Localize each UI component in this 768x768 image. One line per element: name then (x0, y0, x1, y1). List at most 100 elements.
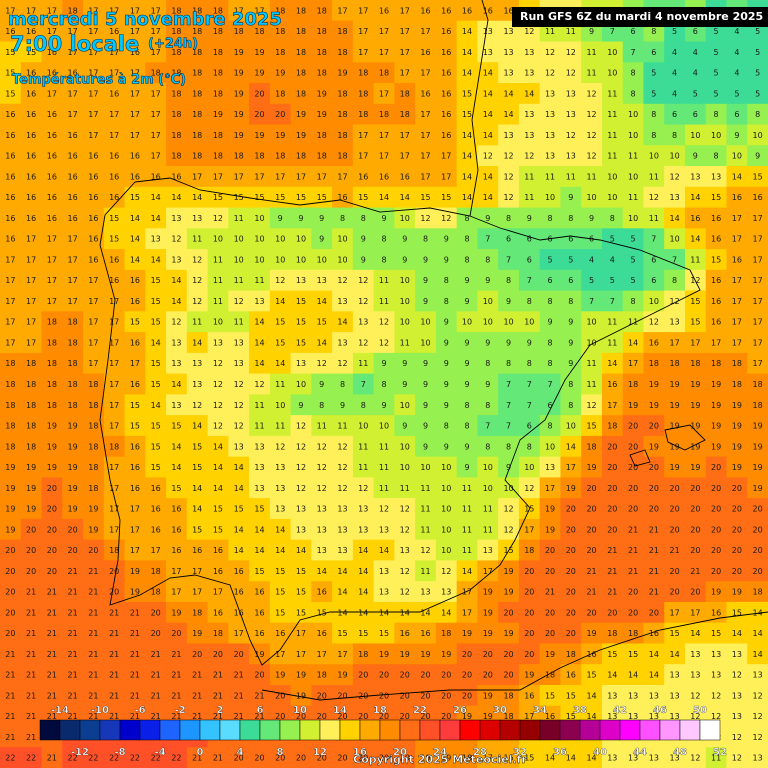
grid-value: 13 (566, 110, 576, 119)
grid-cell (539, 664, 561, 686)
grid-value: 20 (545, 546, 555, 555)
grid-value: 10 (275, 401, 285, 410)
grid-cell (622, 124, 644, 146)
grid-cell (664, 290, 686, 312)
grid-value: 10 (296, 380, 306, 389)
iberia-outline (99, 177, 701, 666)
grid-cell (311, 539, 333, 561)
grid-value: 19 (68, 505, 78, 514)
grid-value: 20 (711, 525, 721, 534)
grid-cell (747, 269, 768, 292)
grid-value: 21 (26, 691, 36, 700)
grid-cell (705, 373, 727, 395)
grid-value: 17 (753, 359, 763, 368)
grid-cell (166, 352, 188, 375)
grid-value: 18 (296, 152, 306, 161)
grid-value: 5 (631, 255, 636, 264)
grid-value: 9 (464, 276, 469, 285)
grid-value: 17 (26, 6, 36, 15)
grid-value: 17 (753, 297, 763, 306)
grid-cell (539, 684, 561, 707)
grid-value: 17 (670, 338, 680, 347)
grid-value: 10 (400, 214, 410, 223)
grid-cell (498, 228, 520, 250)
run-banner (512, 7, 768, 27)
legend-label: 4 (237, 747, 244, 758)
grid-cell (290, 249, 312, 271)
grid-value: 14 (462, 152, 472, 161)
grid-value: 20 (379, 691, 389, 700)
grid-cell (664, 415, 686, 437)
grid-cell (290, 20, 312, 43)
grid-cell (726, 664, 748, 686)
grid-cell (332, 311, 354, 333)
grid-cell (622, 332, 644, 354)
grid-value: 18 (171, 27, 181, 36)
grid-value: 8 (610, 214, 615, 223)
grid-value: 13 (254, 484, 264, 493)
grid-value: 18 (317, 131, 327, 140)
grid-cell (684, 186, 707, 209)
grid-cell (352, 0, 375, 22)
grid-cell (747, 684, 768, 707)
grid-cell (456, 145, 478, 167)
grid-cell (41, 477, 63, 499)
grid-cell (145, 747, 167, 768)
grid-value: 8 (631, 69, 636, 78)
legend-label: 6 (257, 705, 264, 716)
grid-value: 18 (88, 380, 98, 389)
grid-cell (622, 373, 644, 395)
grid-value: 20 (462, 691, 472, 700)
grid-cell (581, 560, 603, 582)
grid-value: 9 (444, 255, 449, 264)
grid-value: 21 (670, 546, 680, 555)
grid-cell (456, 581, 478, 603)
grid-value: 5 (548, 255, 553, 264)
grid-value: 21 (234, 691, 244, 700)
grid-value: 17 (234, 629, 244, 638)
grid-value: 20 (566, 629, 576, 638)
grid-value: 20 (213, 650, 223, 659)
grid-cell (186, 332, 209, 354)
grid-value: 16 (566, 671, 576, 680)
grid-cell (145, 186, 167, 209)
grid-value: 18 (151, 567, 161, 576)
grid-cell (477, 62, 499, 84)
grid-cell (373, 539, 395, 561)
grid-value: 20 (109, 567, 119, 576)
grid-value: 17 (337, 650, 347, 659)
grid-value: 16 (26, 131, 36, 140)
grid-cell (83, 498, 105, 520)
grid-value: 16 (5, 131, 15, 140)
grid-value: 19 (670, 380, 680, 389)
grid-value: 19 (317, 110, 327, 119)
grid-value: 17 (441, 152, 451, 161)
grid-cell (373, 518, 395, 541)
grid-cell (186, 207, 209, 229)
grid-value: 19 (88, 525, 98, 534)
grid-cell (290, 539, 312, 561)
grid-value: 8 (568, 297, 573, 306)
grid-cell (62, 290, 84, 312)
grid-cell (684, 124, 707, 146)
grid-cell (352, 269, 375, 292)
grid-cell (228, 601, 250, 624)
grid-value: 16 (26, 110, 36, 119)
grid-cell (103, 124, 126, 146)
grid-cell (83, 601, 105, 624)
grid-value: 15 (109, 214, 119, 223)
grid-cell (124, 581, 146, 603)
grid-value: 9 (464, 359, 469, 368)
grid-value: 17 (109, 401, 119, 410)
grid-value: 14 (441, 608, 451, 617)
grid-value: 8 (444, 276, 449, 285)
grid-value: 12 (275, 442, 285, 451)
grid-cell (186, 311, 209, 333)
grid-value: 21 (171, 650, 181, 659)
grid-value: 19 (254, 48, 264, 57)
grid-value: 18 (171, 152, 181, 161)
grid-cell (207, 435, 229, 458)
legend-swatch (219, 719, 241, 741)
grid-cell (311, 124, 333, 146)
grid-cell (560, 249, 582, 271)
